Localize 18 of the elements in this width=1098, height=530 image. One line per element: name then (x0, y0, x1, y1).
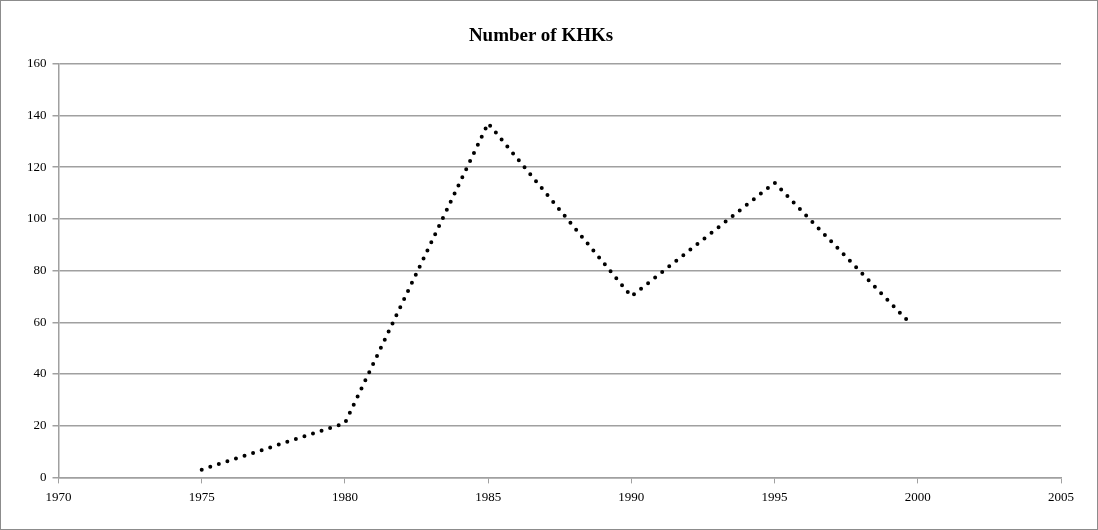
y-tick-label: 0 (40, 468, 47, 484)
x-tick-label: 1970 (45, 488, 72, 504)
y-tick-label: 160 (27, 55, 47, 71)
x-tick-label: 1990 (618, 488, 645, 504)
chart-title: Number of KHKs (468, 24, 614, 46)
y-tick-label: 120 (27, 158, 47, 174)
x-tick-label: 1980 (331, 488, 358, 504)
y-tick-label: 140 (27, 106, 47, 122)
x-tick-label: 1995 (761, 488, 788, 504)
y-tick-label: 100 (27, 210, 47, 226)
y-tick-label: 20 (33, 417, 47, 433)
y-tick-label: 60 (33, 313, 47, 329)
x-tick-label: 2000 (904, 488, 931, 504)
x-tick-label: 1985 (475, 488, 502, 504)
x-tick-label: 2005 (1048, 488, 1074, 504)
y-tick-label: 80 (33, 262, 47, 278)
x-tick-label: 1975 (188, 488, 215, 504)
y-tick-label: 40 (33, 365, 47, 381)
